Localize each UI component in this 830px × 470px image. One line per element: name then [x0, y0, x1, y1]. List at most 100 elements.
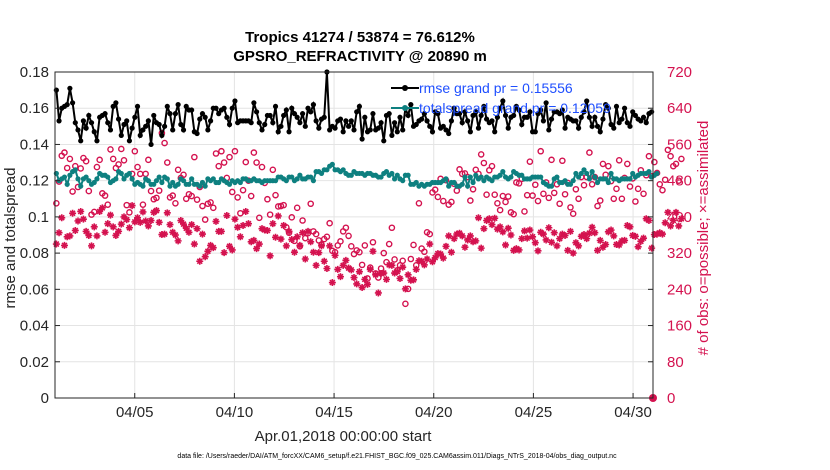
obs-assimilated-point — [190, 240, 198, 248]
rmse-point — [446, 130, 452, 137]
obs-assimilated-point — [336, 273, 344, 281]
obs-assimilated-point — [496, 223, 504, 231]
obs-possible-point — [345, 232, 352, 240]
rmse-point — [91, 129, 97, 135]
obs-possible-point — [483, 191, 490, 199]
obs-possible-point — [488, 162, 496, 170]
obs-assimilated-point — [144, 222, 152, 230]
obs-possible-point — [632, 198, 639, 205]
obs-assimilated-point — [228, 246, 236, 254]
rmse-point — [348, 118, 354, 124]
rmse-point — [494, 114, 501, 120]
obs-possible-point — [96, 156, 103, 164]
obs-possible-point — [456, 166, 463, 173]
obs-assimilated-point — [588, 223, 596, 231]
totalspread-point — [394, 172, 400, 178]
obs-assimilated-point — [418, 257, 426, 265]
obs-assimilated-point — [602, 241, 610, 249]
totalspread-point — [470, 179, 476, 186]
rmse-point — [465, 118, 471, 124]
totalspread-point — [140, 183, 146, 189]
rmse-point — [527, 109, 533, 115]
obs-assimilated-point — [255, 240, 263, 248]
obs-assimilated-point — [461, 243, 469, 251]
obs-assimilated-point — [431, 254, 439, 262]
obs-assimilated-point — [450, 235, 458, 243]
obs-assimilated-point — [664, 208, 672, 216]
rmse-point — [83, 125, 89, 131]
chart-subtitle: GPSRO_REFRACTIVITY @ 20890 m — [233, 48, 487, 65]
totalspread-point — [497, 172, 503, 178]
totalspread-point — [465, 183, 471, 189]
rmse-point — [216, 111, 222, 117]
obs-possible-point — [120, 156, 128, 164]
rmse-point — [248, 120, 254, 126]
obs-assimilated-point — [610, 232, 618, 240]
obs-assimilated-point — [366, 265, 374, 273]
obs-possible-point — [596, 197, 604, 204]
obs-assimilated-point — [79, 215, 87, 223]
rmse-point — [86, 112, 92, 119]
rmse-point — [391, 120, 398, 126]
rmse-point — [613, 103, 620, 110]
obs-assimilated-point — [401, 285, 409, 293]
rmse-point — [286, 129, 292, 135]
obs-possible-point — [640, 190, 647, 198]
totalspread-point — [113, 176, 119, 182]
rmse-point — [535, 111, 541, 117]
obs-assimilated-point — [491, 214, 499, 222]
obs-assimilated-point — [304, 227, 312, 235]
totalspread-point — [186, 181, 192, 187]
rmse-point — [429, 129, 436, 135]
obs-possible-point — [391, 256, 398, 263]
rmse-point — [630, 109, 636, 115]
obs-assimilated-point — [456, 229, 464, 237]
y-tick-label: 0.14 — [20, 136, 49, 153]
rmse-point — [573, 118, 579, 124]
obs-possible-point — [101, 192, 109, 199]
rmse-point — [589, 123, 595, 129]
obs-possible-point — [510, 210, 517, 218]
obs-possible-point — [626, 183, 634, 190]
y-axis-label: rmse and totalspread — [2, 168, 19, 309]
obs-assimilated-point — [180, 220, 188, 228]
rmse-point — [519, 121, 525, 128]
obs-assimilated-point — [412, 265, 420, 273]
rmse-point — [586, 114, 593, 120]
rmse-point — [643, 120, 649, 126]
obs-assimilated-point — [350, 274, 358, 282]
rmse-point — [435, 111, 441, 117]
obs-assimilated-point — [236, 233, 244, 241]
obs-assimilated-point — [372, 271, 380, 279]
obs-assimilated-point — [120, 213, 128, 221]
obs-possible-point — [556, 200, 563, 208]
obs-assimilated-point — [258, 225, 266, 233]
obs-assimilated-point — [104, 220, 112, 228]
obs-possible-point — [613, 185, 620, 193]
obs-possible-point — [131, 147, 139, 155]
totalspread-point — [413, 179, 419, 186]
totalspread-point — [202, 183, 208, 189]
rmse-point — [253, 109, 260, 115]
rmse-point — [451, 105, 457, 111]
rmse-point — [313, 118, 319, 124]
data-file-footnote: data file: /Users/raeder/DAI/ATM_forcXX/… — [177, 453, 617, 460]
y-right-tick-label: 320 — [667, 245, 692, 262]
obs-possible-point — [361, 242, 369, 249]
obs-assimilated-point — [515, 246, 523, 254]
totalspread-point — [289, 174, 295, 180]
obs-assimilated-point — [212, 217, 220, 225]
obs-possible-point — [234, 194, 241, 201]
obs-assimilated-point — [640, 234, 648, 242]
totalspread-point — [581, 167, 587, 173]
totalspread-point — [462, 174, 468, 180]
rmse-point — [272, 103, 279, 110]
rmse-point — [151, 112, 157, 119]
rmse-point — [226, 121, 233, 128]
rmse-point — [289, 105, 295, 111]
legend-rmse-label: rmse grand pr = 0.15556 — [419, 80, 573, 96]
obs-possible-point — [312, 230, 320, 238]
rmse-point — [56, 118, 62, 124]
obs-assimilated-point — [658, 230, 666, 238]
obs-assimilated-point — [404, 271, 412, 279]
